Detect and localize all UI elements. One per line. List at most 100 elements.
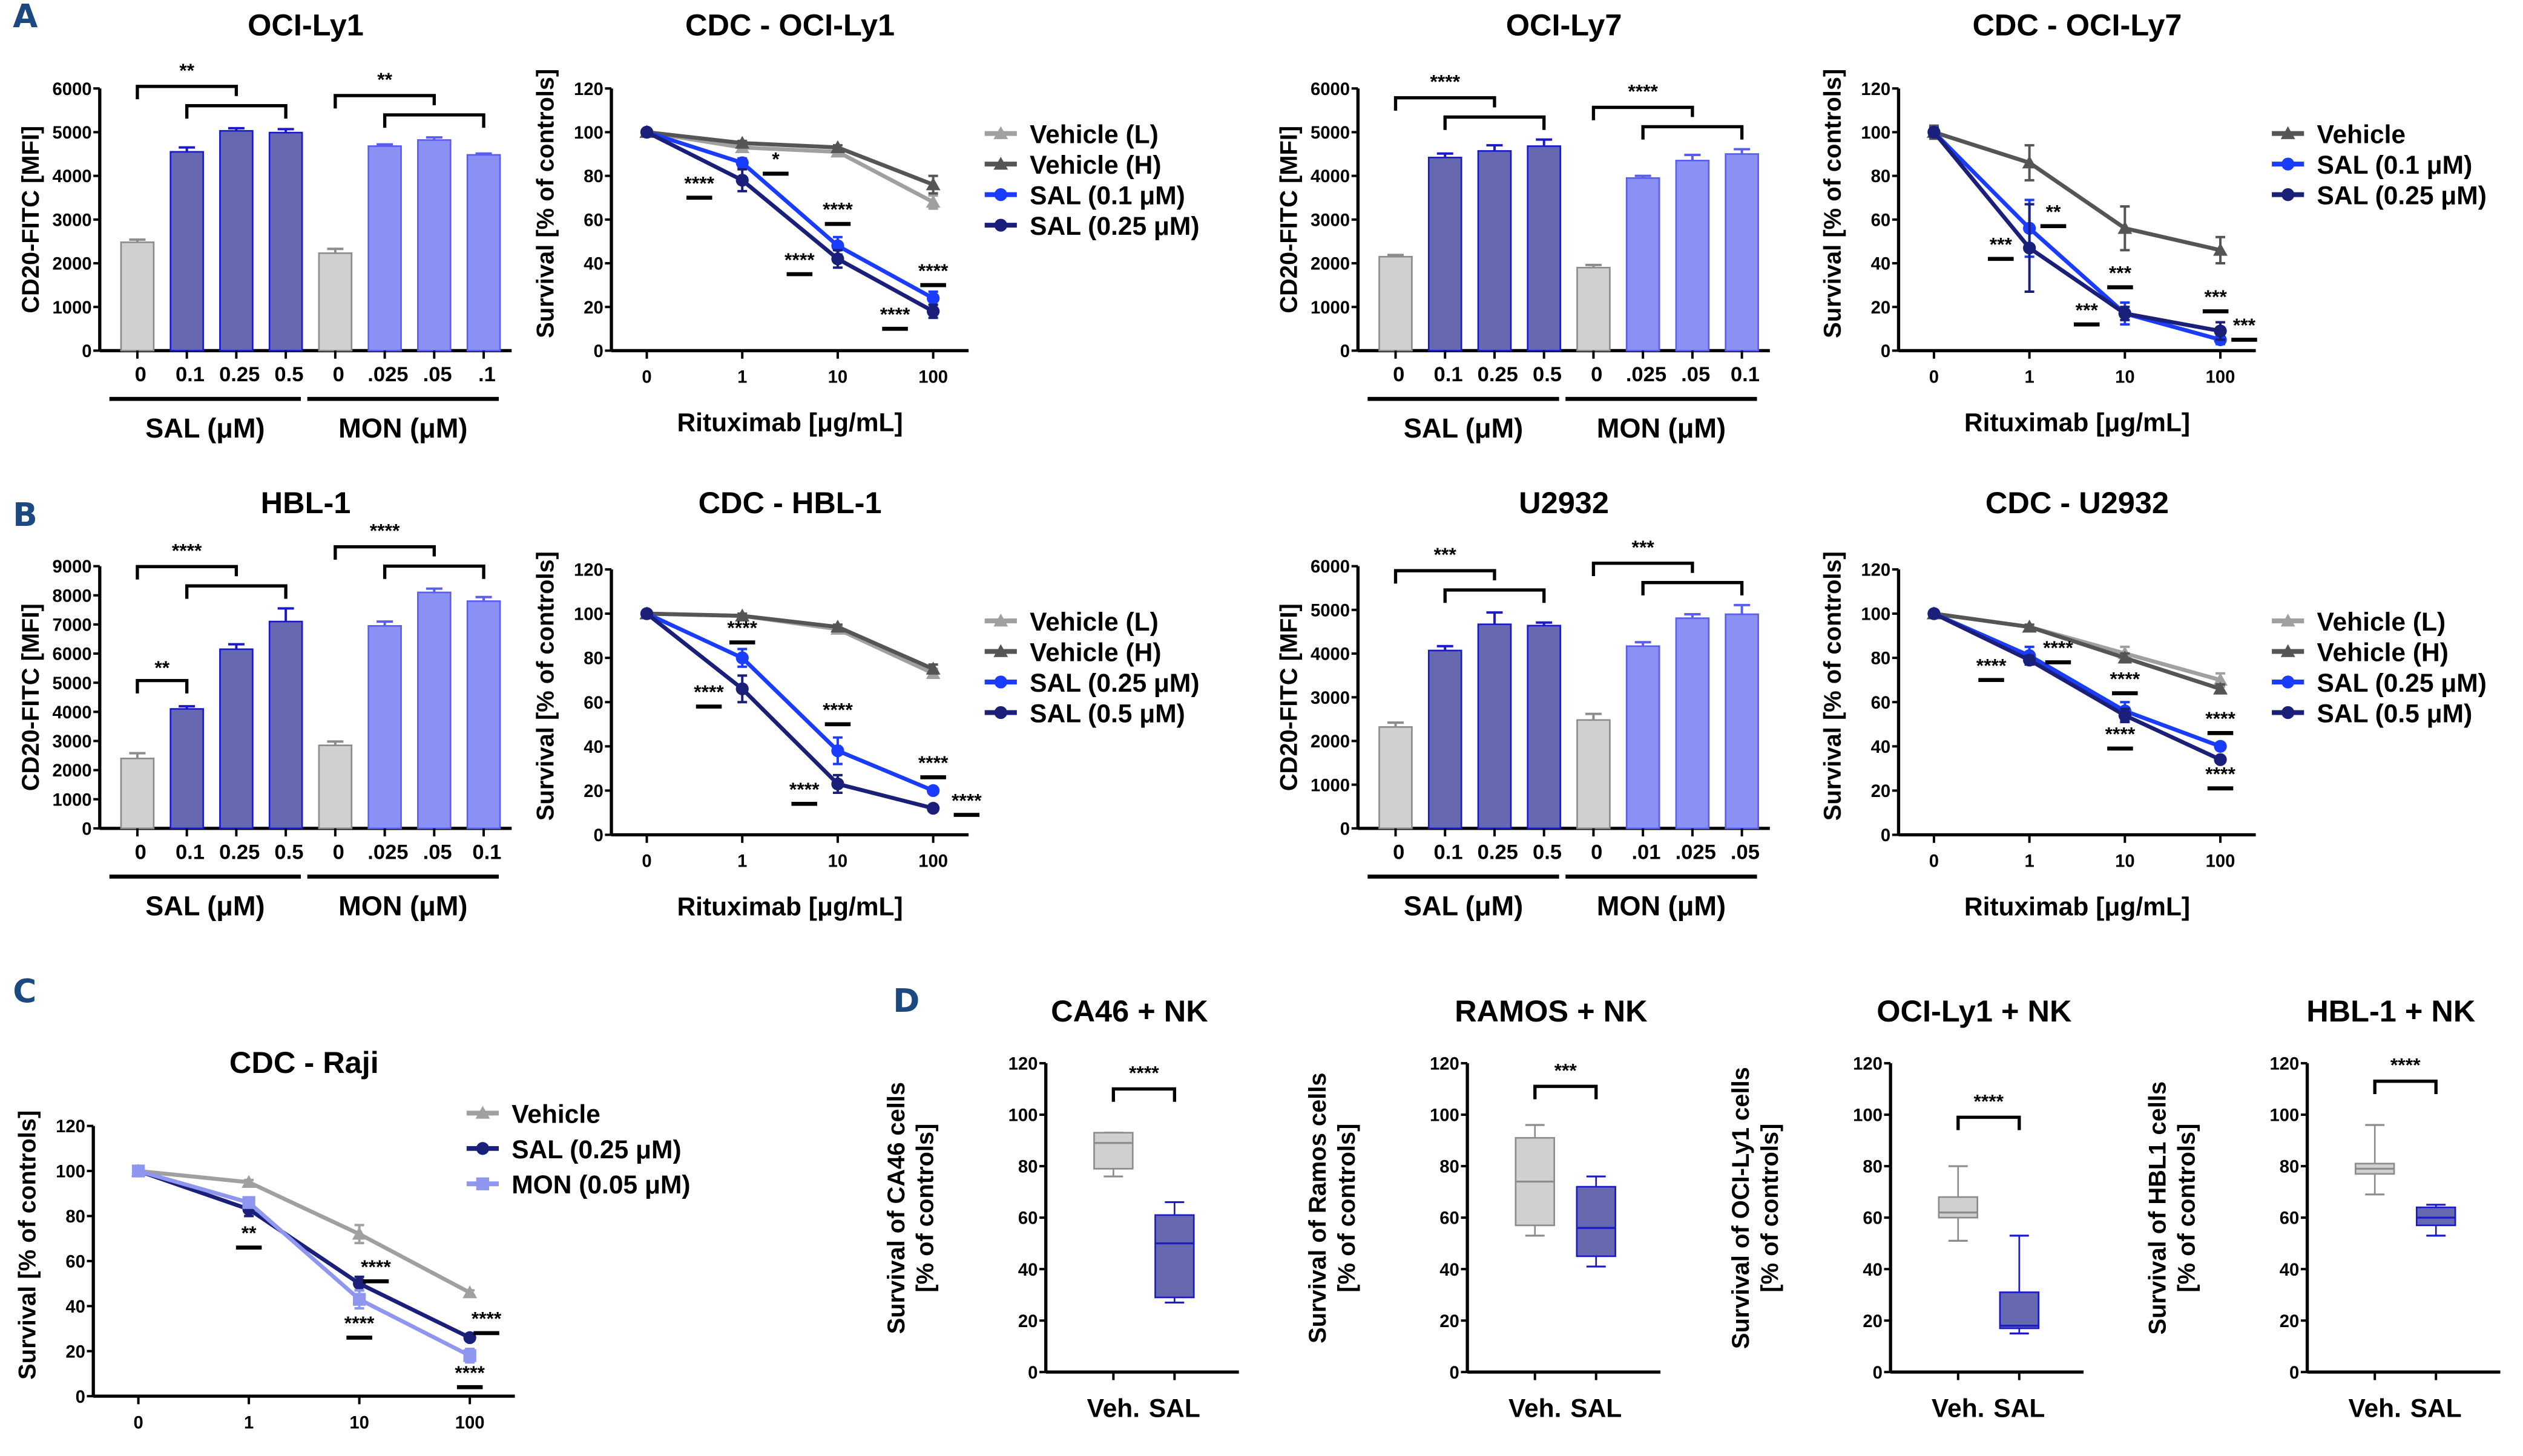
bar — [1625, 177, 1660, 352]
data-point — [2118, 307, 2131, 320]
y-tick-label: 0 — [76, 1388, 85, 1407]
bar — [466, 154, 501, 352]
y-axis-label: Survival [% of controls] — [1820, 551, 1846, 821]
data-point — [830, 619, 845, 633]
chart-title: HBL-1 + NK — [2306, 994, 2475, 1028]
x-tick-label: .025 — [1626, 363, 1666, 386]
y-tick-label: 120 — [56, 1117, 85, 1136]
x-tick-label: .025 — [367, 841, 408, 864]
bar — [169, 151, 204, 352]
data-point — [2117, 221, 2133, 234]
y-tick-label: 4000 — [52, 167, 91, 186]
data-point — [926, 177, 941, 191]
series-line — [1933, 612, 2222, 762]
significance-label: *** — [1554, 1059, 1577, 1081]
x-tick-label: 0 — [1591, 841, 1602, 864]
data-point — [352, 1227, 367, 1240]
legend-label: SAL (0.1 μM) — [2317, 151, 2473, 180]
data-point — [463, 1349, 476, 1362]
data-point — [927, 304, 940, 318]
significance-label: ** — [242, 1222, 257, 1244]
x-tick-label: 100 — [455, 1413, 485, 1432]
chart-cdc-ociLy1: CDC - OCI-Ly1 Survival [% of controls] Rit… — [532, 7, 1199, 437]
legend-label: Vehicle — [512, 1100, 600, 1129]
y-tick-label: 60 — [1871, 694, 1891, 713]
y-tick-label: 40 — [1863, 1261, 1883, 1280]
x-tick-label: 0.1 — [1434, 841, 1463, 864]
data-point — [993, 644, 1008, 657]
y-tick-label: 80 — [1871, 167, 1891, 186]
box — [1576, 1185, 1616, 1258]
bar — [1378, 726, 1413, 830]
y-tick-label: 40 — [1439, 1261, 1459, 1280]
y-tick-label: 0 — [1450, 1363, 1459, 1383]
legend-label: Vehicle (L) — [1030, 121, 1159, 149]
y-tick-label: 120 — [574, 561, 604, 580]
y-tick-label: 20 — [584, 298, 604, 318]
x-tick-label: 100 — [2206, 368, 2235, 387]
y-axis-label-line2: [% of controls] — [1757, 1124, 1783, 1293]
x-tick-label: Veh. — [1508, 1395, 1561, 1423]
x-tick-label: 1 — [244, 1413, 254, 1432]
significance-label: **** — [2390, 1054, 2421, 1076]
bar — [1576, 266, 1611, 352]
x-tick-label: 0 — [333, 363, 344, 386]
data-point — [2117, 651, 2133, 664]
series-line — [646, 130, 935, 204]
x-tick-label: 10 — [828, 852, 848, 871]
significance-label: **** — [918, 752, 949, 773]
data-point — [735, 608, 750, 621]
data-point — [2214, 753, 2227, 766]
significance-label: *** — [2233, 314, 2256, 336]
significance-label: **** — [1628, 80, 1658, 102]
y-tick-label: 6000 — [52, 80, 91, 99]
y-tick-label: 20 — [65, 1342, 85, 1362]
y-tick-label: 2000 — [52, 255, 91, 274]
data-point — [2213, 672, 2228, 686]
y-tick-label: 40 — [584, 738, 604, 757]
y-tick-label: 8000 — [52, 586, 91, 606]
significance-label: *** — [2109, 261, 2132, 283]
chart-title: CDC - OCI-Ly7 — [1972, 7, 2182, 42]
box — [1999, 1291, 2040, 1330]
significance-bracket — [1111, 1087, 1176, 1102]
y-tick-label: 1000 — [1311, 776, 1350, 795]
significance-label: ** — [2046, 200, 2061, 222]
data-point — [735, 174, 749, 187]
y-tick-label: 80 — [1439, 1158, 1459, 1177]
significance-label: **** — [727, 617, 757, 638]
significance-label: **** — [370, 520, 400, 542]
series-line — [645, 612, 934, 810]
y-tick-label: 80 — [1018, 1158, 1038, 1177]
chart-u2932-bar: U2932 CD20-FITC [MFI] 0 1000 2000 3000 4000 500… — [1275, 485, 1770, 921]
x-tick-label: 0 — [1591, 363, 1602, 386]
y-tick-label: 60 — [2280, 1209, 2300, 1228]
significance-label: **** — [952, 789, 982, 811]
x-tick-label: 0 — [333, 841, 344, 864]
data-point — [927, 292, 940, 305]
x-tick-label: 0 — [133, 1413, 143, 1432]
y-axis-label-line1: Survival of Ramos cells — [1304, 1072, 1331, 1343]
y-tick-label: 0 — [593, 342, 603, 361]
y-tick-label: 6000 — [1311, 80, 1350, 99]
x-tick-label: .05 — [1731, 841, 1760, 864]
y-tick-label: 0 — [82, 342, 91, 361]
y-tick-label: 20 — [584, 782, 604, 801]
bar — [1675, 617, 1710, 830]
legend-label: SAL (0.1 μM) — [1030, 182, 1185, 211]
x-tick-label: 1 — [737, 368, 747, 387]
y-tick-label: 0 — [1881, 342, 1890, 361]
data-point — [994, 675, 1007, 689]
x-tick-label: 1 — [2024, 368, 2034, 387]
y-tick-label: 120 — [1008, 1055, 1038, 1074]
significance-bracket — [136, 678, 189, 694]
series-line — [1932, 131, 2221, 333]
data-point — [2280, 614, 2295, 627]
group-label: SAL (μM) — [1404, 890, 1523, 921]
y-axis-label-line2: [% of controls] — [2174, 1124, 2200, 1293]
chart-title: RAMOS + NK — [1455, 994, 1647, 1028]
chart-title: CA46 + NK — [1051, 994, 1208, 1028]
series-line — [138, 1169, 471, 1294]
significance-label: **** — [361, 1256, 391, 1277]
x-tick-label: 0 — [1393, 363, 1404, 386]
